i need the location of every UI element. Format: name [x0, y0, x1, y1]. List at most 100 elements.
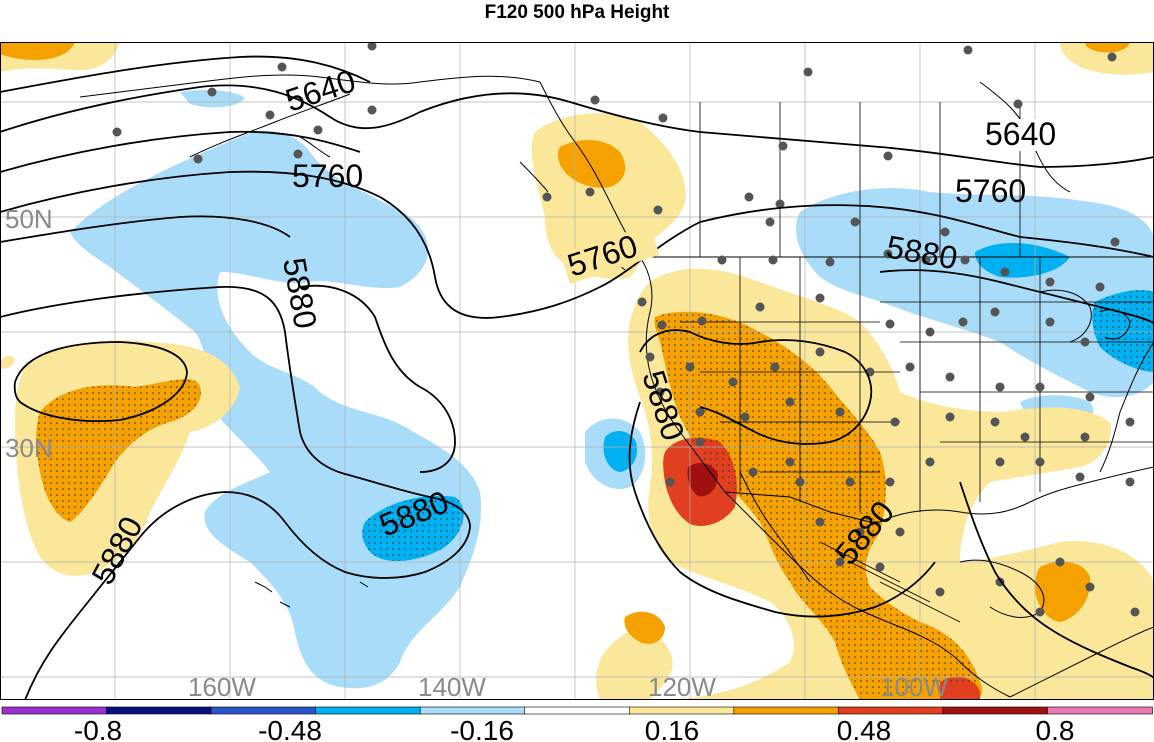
station-marker	[367, 105, 377, 115]
contour-label: 5640	[985, 116, 1056, 152]
station-marker	[935, 587, 945, 597]
station-marker	[1000, 267, 1010, 277]
station-marker	[1020, 432, 1030, 442]
station-marker	[885, 477, 895, 487]
lon-label-100w: 100W	[880, 672, 948, 700]
station-marker	[815, 347, 825, 357]
colorbar-swatch	[733, 706, 840, 715]
station-marker	[885, 319, 895, 329]
station-marker	[835, 407, 845, 417]
station-marker	[785, 457, 795, 467]
height-contours	[0, 55, 1154, 700]
station-marker	[768, 255, 778, 265]
station-marker	[940, 227, 950, 237]
station-marker	[697, 316, 707, 326]
contour-label: 5760	[292, 158, 363, 194]
station-marker	[645, 352, 655, 362]
colorbar-label: 0.48	[837, 715, 892, 742]
station-marker	[825, 257, 835, 267]
station-marker	[1080, 432, 1090, 442]
lon-label-140w: 140W	[418, 672, 486, 700]
station-marker	[958, 317, 968, 327]
station-marker	[995, 382, 1005, 392]
station-marker	[1035, 607, 1045, 617]
station-marker	[193, 154, 203, 164]
lat-label-50n: 50N	[5, 204, 53, 234]
station-marker	[367, 42, 377, 51]
lon-label-120w: 120W	[648, 672, 716, 700]
station-marker	[1045, 317, 1055, 327]
station-marker	[1125, 477, 1135, 487]
station-marker	[890, 417, 900, 427]
station-marker	[695, 407, 705, 417]
station-marker	[1095, 282, 1105, 292]
station-marker	[658, 113, 668, 123]
colorbar-label: -0.48	[258, 715, 322, 742]
station-marker	[995, 457, 1005, 467]
colorbar-swatch	[628, 706, 735, 715]
station-marker	[1055, 557, 1065, 567]
colorbar-swatch	[315, 706, 421, 715]
station-marker	[1085, 582, 1095, 592]
colorbar-swatch	[838, 706, 944, 715]
colorbar-label: -0.8	[74, 715, 122, 742]
station-marker	[815, 517, 825, 527]
lon-label-160w: 160W	[188, 672, 256, 700]
station-marker	[655, 387, 665, 397]
station-marker	[883, 151, 893, 161]
station-marker	[921, 255, 931, 265]
colorbar-swatches	[1, 706, 1153, 715]
station-marker	[990, 307, 1000, 317]
station-marker	[728, 377, 738, 387]
station-marker	[665, 477, 675, 487]
colorbar-tick-labels: -0.8 -0.48 -0.16 0.16 0.48 0.8	[74, 715, 1075, 742]
station-marker	[748, 467, 758, 477]
axis-labels: 50N 30N 160W 140W 120W 100W	[5, 204, 948, 700]
station-marker	[542, 192, 552, 202]
station-marker	[112, 127, 122, 137]
station-marker	[963, 45, 973, 55]
station-marker	[590, 95, 600, 105]
station-marker	[883, 249, 893, 259]
station-marker	[1035, 457, 1045, 467]
colorbar-swatch	[419, 706, 526, 715]
colorbar-swatch	[210, 706, 317, 715]
station-marker	[1035, 382, 1045, 392]
station-marker	[785, 397, 795, 407]
station-marker	[657, 320, 667, 330]
station-marker	[855, 527, 865, 537]
station-marker	[637, 297, 647, 307]
station-marker	[850, 217, 860, 227]
station-marker	[960, 255, 970, 265]
station-marker	[845, 477, 855, 487]
station-marker	[990, 417, 1000, 427]
station-marker	[925, 327, 935, 337]
station-marker	[815, 293, 825, 303]
station-marker	[313, 125, 323, 135]
station-marker	[803, 67, 813, 77]
station-marker	[695, 437, 705, 447]
station-marker	[1125, 417, 1135, 427]
station-marker	[717, 255, 727, 265]
station-marker	[1013, 99, 1023, 109]
station-marker	[770, 362, 780, 372]
station-marker	[1075, 472, 1085, 482]
state-borders	[680, 102, 1154, 623]
contour-label: 5760	[955, 173, 1026, 209]
colorbar-label: 0.16	[645, 715, 700, 742]
station-marker	[945, 412, 955, 422]
station-marker	[895, 527, 905, 537]
station-marker	[1045, 277, 1055, 287]
station-marker	[1130, 607, 1140, 617]
station-marker	[875, 562, 885, 572]
station-marker	[765, 217, 775, 227]
station-marker	[775, 199, 785, 209]
station-marker	[1107, 52, 1117, 62]
colorbar-label: 0.8	[1036, 715, 1075, 742]
station-marker	[905, 362, 915, 372]
station-marker	[835, 557, 845, 567]
station-marker	[755, 302, 765, 312]
station-marker	[795, 477, 805, 487]
station-marker	[744, 192, 754, 202]
colorbar-swatch	[106, 706, 212, 715]
